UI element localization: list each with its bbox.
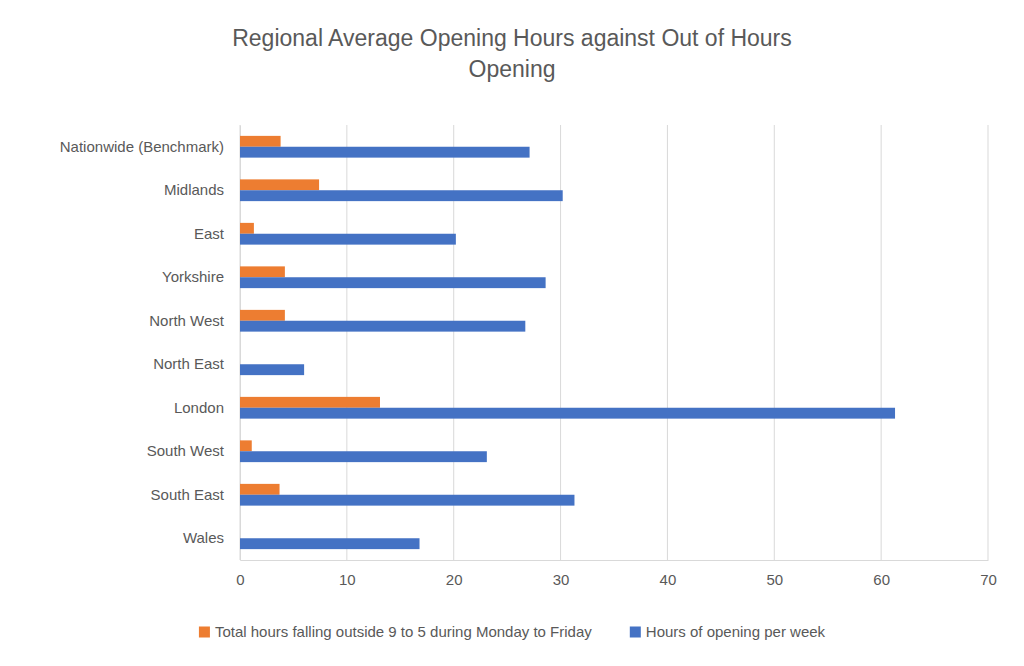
bar <box>240 147 530 158</box>
bar <box>240 190 563 201</box>
x-tick-label: 30 <box>553 571 570 588</box>
bar <box>240 527 241 538</box>
bar <box>240 408 895 419</box>
bar <box>240 495 574 506</box>
x-tick-label: 70 <box>980 571 997 588</box>
x-axis-line <box>241 560 989 561</box>
category-label: Midlands <box>164 181 224 198</box>
bar <box>240 397 380 408</box>
title-line: Opening <box>469 56 556 82</box>
bar <box>240 277 546 288</box>
category-label: North West <box>149 312 225 329</box>
category-label: Nationwide (Benchmark) <box>60 138 224 155</box>
y-tick: Wales <box>183 529 240 546</box>
bar <box>240 538 420 549</box>
y-tick: Midlands <box>164 181 240 198</box>
bar <box>240 353 241 364</box>
x-axis: 0 10 20 30 40 50 60 70 <box>236 560 997 588</box>
legend-item: Total hours falling outside 9 to 5 durin… <box>199 623 592 640</box>
grid-line <box>667 125 668 560</box>
category-label: South East <box>151 486 225 503</box>
bar <box>240 364 304 375</box>
y-tick: North West <box>149 312 240 329</box>
x-tick: 60 <box>873 560 890 588</box>
legend-swatch <box>630 627 641 638</box>
category-label: Yorkshire <box>162 268 224 285</box>
x-tick: 20 <box>446 560 463 588</box>
category-label: North East <box>153 355 225 372</box>
legend: Total hours falling outside 9 to 5 durin… <box>199 623 826 640</box>
bar <box>240 223 254 234</box>
bar <box>240 440 252 451</box>
x-tick: 50 <box>766 560 783 588</box>
category-label: Wales <box>183 529 224 546</box>
grid-line <box>988 125 989 560</box>
x-tick-label: 50 <box>766 571 783 588</box>
bar <box>240 321 525 332</box>
bar <box>240 310 285 321</box>
series <box>240 136 380 495</box>
title: Regional Average Opening Hours against O… <box>232 25 792 82</box>
legend-swatch <box>199 627 210 638</box>
category-label: South West <box>147 442 225 459</box>
x-tick-label: 10 <box>339 571 356 588</box>
y-tick: Nationwide (Benchmark) <box>60 138 240 155</box>
grid <box>240 125 988 560</box>
x-tick-label: 0 <box>236 571 244 588</box>
y-tick: South West <box>147 442 240 459</box>
legend-item: Hours of opening per week <box>630 623 826 640</box>
x-tick-label: 40 <box>660 571 677 588</box>
chart: Regional Average Opening Hours against O… <box>0 0 1024 666</box>
x-tick-label: 20 <box>446 571 463 588</box>
bar <box>240 266 285 277</box>
category-label: London <box>174 399 224 416</box>
grid-line <box>881 125 882 560</box>
y-tick: London <box>174 399 240 416</box>
legend-label: Hours of opening per week <box>646 623 826 640</box>
bar <box>240 484 280 495</box>
x-tick: 10 <box>339 560 356 588</box>
x-tick: 0 <box>236 560 244 588</box>
series <box>240 147 895 549</box>
bar <box>240 136 281 147</box>
x-tick: 40 <box>660 560 677 588</box>
x-tick: 30 <box>553 560 570 588</box>
title-line: Regional Average Opening Hours against O… <box>232 25 792 51</box>
bars <box>240 136 895 549</box>
background <box>0 0 1024 666</box>
category-label: East <box>194 225 225 242</box>
grid-line <box>774 125 775 560</box>
bar <box>240 234 456 245</box>
y-tick: Yorkshire <box>162 268 240 285</box>
y-tick: East <box>194 225 240 242</box>
x-tick-label: 60 <box>873 571 890 588</box>
x-tick: 70 <box>980 560 997 588</box>
bar <box>240 179 319 190</box>
y-tick: South East <box>151 486 240 503</box>
legend-label: Total hours falling outside 9 to 5 durin… <box>215 623 592 640</box>
y-tick: North East <box>153 355 240 372</box>
bar <box>240 451 487 462</box>
y-axis: Nationwide (Benchmark) Midlands East Yorksh… <box>60 126 241 561</box>
